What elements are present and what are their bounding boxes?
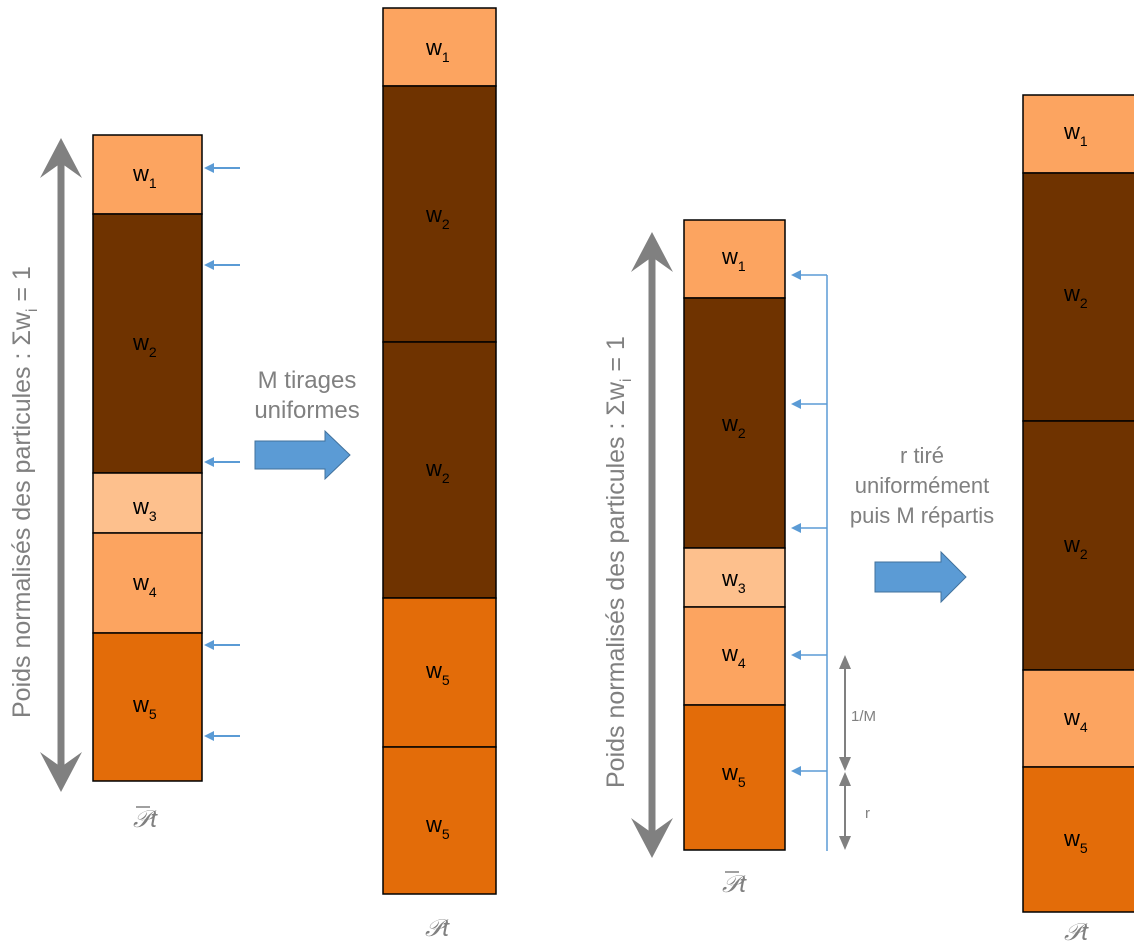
result-block-w2a — [1022, 172, 1134, 422]
label-w3: w3 — [132, 494, 157, 524]
result-block-w2b — [382, 341, 497, 599]
systematic-comb — [791, 270, 828, 851]
result-block-w5a — [382, 597, 497, 748]
multinomial-caption-line1: M tirages — [258, 367, 357, 394]
result-block-w2a — [382, 85, 497, 343]
systematic-caption-line3: puis M répartis — [850, 503, 994, 528]
label-w5: w5 — [721, 760, 746, 790]
right-source-stack — [683, 219, 786, 851]
label-w2: w2 — [132, 330, 157, 360]
systematic-transition-arrow — [874, 550, 967, 604]
label-w4: w4 — [132, 570, 157, 600]
right-axis-label: Poids normalisés des particules : Σwi = … — [602, 336, 635, 788]
multinomial-transition-arrow — [254, 429, 351, 481]
multinomial-caption-line2: uniformes — [254, 397, 359, 424]
block-w3 — [683, 547, 786, 608]
left-source-stack — [92, 134, 203, 782]
label-w1: w1 — [132, 161, 157, 191]
result-block-w1 — [1022, 94, 1134, 174]
result-block-w5b — [382, 746, 497, 895]
result-label-w1: w1 — [425, 35, 450, 65]
result-label-w5a: w5 — [425, 658, 450, 688]
label-w1: w1 — [721, 244, 746, 274]
label-w2: w2 — [721, 411, 746, 441]
right-result-set-label: 𝒫t — [1064, 919, 1089, 946]
label-w4: w4 — [721, 641, 746, 671]
left-set-label: 𝒫t — [133, 806, 158, 833]
block-w1 — [683, 219, 786, 299]
block-w5 — [683, 704, 786, 851]
label-w3: w3 — [721, 566, 746, 596]
right-set-label: 𝒫t — [722, 871, 747, 898]
result-label-w1: w1 — [1063, 119, 1088, 149]
left-axis — [40, 138, 82, 792]
systematic-caption-line2: uniformément — [855, 473, 990, 498]
block-w1 — [92, 134, 203, 215]
block-w2 — [92, 213, 203, 474]
result-label-w2b: w2 — [1063, 532, 1088, 562]
block-w3 — [92, 472, 203, 534]
systematic-caption-line1: r tiré — [900, 443, 944, 468]
left-axis-label: Poids normalisés des particules : Σwi = … — [8, 266, 41, 718]
right-result-stack — [1022, 94, 1134, 913]
offset-label: r — [865, 805, 870, 822]
interval-marker — [839, 655, 851, 771]
result-label-w2b: w2 — [425, 456, 450, 486]
result-label-w5: w5 — [1063, 826, 1088, 856]
result-label-w5b: w5 — [425, 812, 450, 842]
offset-marker — [839, 772, 851, 850]
left-result-set-label: 𝒫t — [425, 915, 450, 942]
random-draw-arrows — [204, 163, 240, 741]
result-block-w4 — [1022, 669, 1134, 768]
result-label-w4: w4 — [1063, 705, 1088, 735]
result-label-w2a: w2 — [1063, 281, 1088, 311]
interval-label: 1/M — [851, 708, 876, 725]
result-block-w5 — [1022, 766, 1134, 913]
result-label-w2a: w2 — [425, 202, 450, 232]
result-block-w2b — [1022, 420, 1134, 671]
block-w4 — [683, 606, 786, 706]
left-result-stack — [382, 7, 497, 895]
label-w5: w5 — [132, 692, 157, 722]
block-w2 — [683, 297, 786, 549]
block-w5 — [92, 632, 203, 782]
right-axis — [631, 232, 673, 858]
